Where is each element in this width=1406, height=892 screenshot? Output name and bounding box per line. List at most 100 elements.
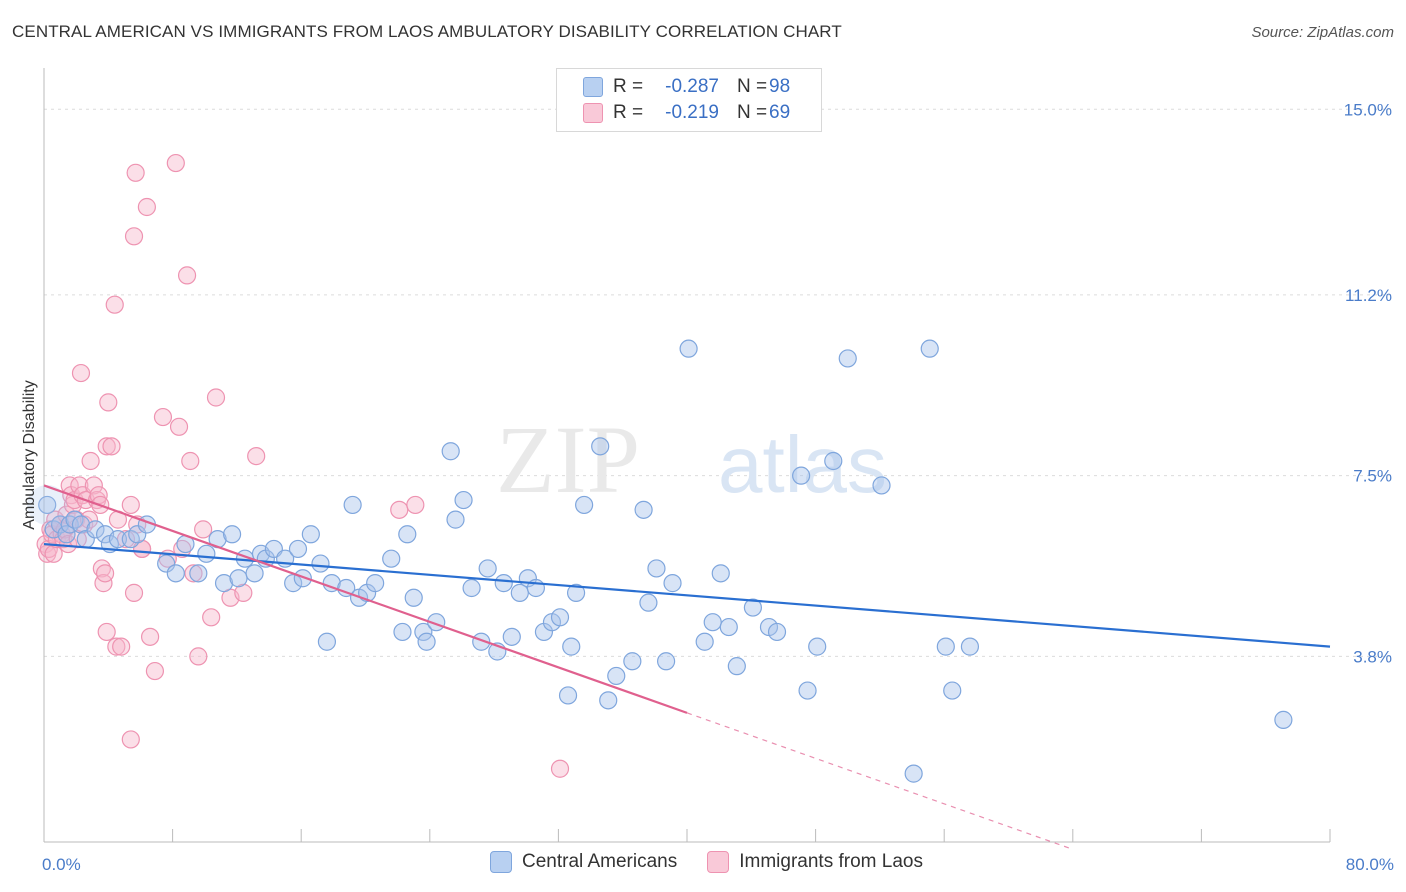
point-central-american: [838, 349, 857, 368]
legend-n-value: 69: [769, 102, 791, 123]
trend-line-laos: [43, 484, 688, 714]
y-axis-label: Ambulatory Disability: [21, 380, 38, 529]
point-laos: [95, 564, 115, 583]
point-central-american: [550, 608, 570, 627]
point-laos: [102, 437, 121, 456]
point-central-american: [382, 549, 401, 568]
point-central-american: [166, 564, 185, 583]
legend-label: Central Americans: [522, 851, 678, 872]
legend-swatch-blue: [583, 77, 603, 97]
point-central-american: [575, 495, 594, 515]
point-laos: [112, 637, 131, 656]
point-central-american: [245, 564, 264, 583]
point-central-american: [798, 681, 817, 700]
point-central-american: [317, 632, 337, 651]
point-laos: [121, 495, 140, 515]
point-central-american: [288, 539, 308, 559]
point-central-american: [454, 490, 473, 510]
legend-row-central-american: R = -0.287 N = 98: [583, 74, 790, 100]
chart-title: CENTRAL AMERICAN VS IMMIGRANTS FROM LAOS…: [12, 22, 842, 41]
point-central-american: [623, 652, 642, 671]
point-laos: [406, 495, 425, 515]
point-central-american: [86, 520, 105, 539]
point-central-american: [478, 559, 497, 578]
legend-r-label: R =: [613, 102, 644, 123]
y-tick-label: 11.2%: [1345, 286, 1392, 305]
watermark: ZIP atlas: [496, 406, 887, 513]
point-laos: [184, 564, 203, 583]
point-laos: [97, 437, 116, 456]
point-central-american: [639, 593, 658, 612]
point-central-american: [414, 622, 433, 642]
point-central-american: [189, 564, 208, 583]
point-central-american: [38, 495, 57, 515]
point-central-american: [108, 530, 128, 549]
point-central-american: [222, 525, 242, 544]
point-laos: [550, 759, 570, 778]
point-central-american: [57, 525, 76, 544]
point-central-american: [634, 500, 653, 519]
point-central-american: [214, 574, 234, 593]
point-central-american: [50, 515, 70, 534]
point-central-american: [366, 574, 385, 593]
trend-lines: [43, 484, 1331, 850]
point-laos: [234, 583, 253, 602]
y-tick-label: 15.0%: [1344, 100, 1392, 119]
point-central-american: [711, 564, 730, 583]
point-laos: [107, 637, 126, 656]
point-laos: [247, 447, 266, 466]
point-laos: [390, 500, 409, 519]
tick-labels: 3.8% 7.5% 11.2% 15.0% 0.0% 80.0%: [42, 100, 1394, 874]
point-laos: [169, 417, 189, 436]
point-central-american: [128, 525, 147, 544]
point-central-american: [462, 578, 481, 598]
point-central-american: [767, 622, 787, 642]
legend-swatch-pink: [707, 851, 730, 873]
point-central-american: [872, 476, 891, 495]
point-central-american: [441, 442, 460, 461]
legend-r-value: -0.287: [665, 76, 719, 97]
point-laos: [206, 388, 226, 407]
point-central-american: [558, 686, 578, 705]
axes: [43, 68, 1331, 843]
point-central-american: [566, 583, 586, 602]
legend-n-label: N =: [737, 102, 768, 123]
point-laos: [124, 583, 144, 602]
point-central-american: [293, 569, 312, 588]
point-central-american: [494, 574, 513, 593]
point-central-american: [607, 666, 626, 686]
point-laos: [99, 393, 118, 412]
legend-item-laos: Immigrants from Laos: [707, 851, 923, 873]
point-laos: [124, 227, 144, 246]
trend-line-laos-extrapolated: [686, 712, 1074, 850]
point-central-american: [343, 495, 362, 515]
point-central-american: [808, 637, 827, 656]
point-laos: [121, 730, 140, 749]
point-laos: [166, 153, 185, 173]
point-central-american: [157, 554, 176, 573]
point-central-american: [695, 632, 714, 651]
point-central-american: [591, 437, 610, 456]
point-central-american: [337, 578, 356, 598]
point-laos: [137, 197, 156, 217]
legend-item-central-americans: Central Americans: [490, 851, 677, 873]
point-central-american: [727, 657, 746, 676]
point-central-american: [562, 637, 581, 656]
point-central-american: [398, 525, 417, 544]
point-central-american: [657, 652, 676, 671]
point-laos: [173, 539, 192, 559]
y-tick-label: 3.8%: [1353, 647, 1392, 666]
source-label: Source: ZipAtlas.com: [1251, 24, 1394, 41]
point-laos: [105, 295, 124, 314]
series-laos-points: [36, 153, 570, 778]
point-laos: [145, 661, 165, 681]
point-laos: [181, 451, 200, 471]
legend-row-laos: R = -0.219 N = 69: [583, 100, 790, 126]
point-central-american: [743, 598, 763, 617]
point-central-american: [71, 515, 91, 534]
point-central-american: [792, 466, 811, 485]
x-tick-label-max: 80.0%: [1346, 855, 1394, 874]
point-laos: [71, 363, 91, 383]
point-central-american: [647, 559, 666, 578]
